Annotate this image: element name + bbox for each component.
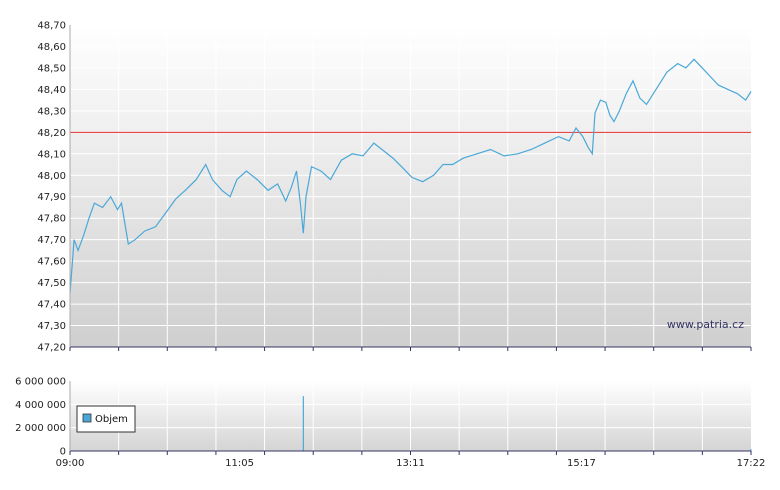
volume-y-axis: 0 2 000 000 4 000 000 6 000 000 <box>15 377 66 458</box>
price-y-tick-label: 47,80 <box>37 214 66 225</box>
x-tick-label: 13:11 <box>396 458 425 469</box>
price-panel: 47,20 47,30 47,40 47,50 47,60 47,70 47,80 47,90… <box>37 21 752 354</box>
legend-label: Objem <box>95 414 128 425</box>
price-line <box>69 58 752 294</box>
volume-y-tick-label: 6 000 000 <box>15 377 66 388</box>
price-y-tick-label: 47,50 <box>37 278 66 289</box>
volume-y-tick-label: 2 000 000 <box>15 423 66 434</box>
price-y-tick-label: 47,20 <box>37 343 66 354</box>
volume-y-tick-label: 0 <box>60 447 66 458</box>
volume-y-tick-label: 4 000 000 <box>15 400 66 411</box>
price-y-tick-label: 48,70 <box>37 21 66 32</box>
legend-swatch <box>82 413 92 423</box>
watermark: www.patria.cz <box>667 318 744 331</box>
legend: Objem <box>76 405 136 433</box>
price-y-tick-label: 48,00 <box>37 171 66 182</box>
volume-panel: 0 2 000 000 4 000 000 6 000 000 09:00 11:05 1… <box>15 377 765 470</box>
x-tick-label: 11:05 <box>225 458 254 469</box>
price-y-tick-label: 48,30 <box>37 106 66 117</box>
price-y-tick-label: 48,40 <box>37 85 66 96</box>
volume-bar <box>302 396 304 451</box>
price-y-axis: 47,20 47,30 47,40 47,50 47,60 47,70 47,80 47,90… <box>37 21 66 354</box>
x-tick-label: 17:22 <box>737 458 766 469</box>
price-y-tick-label: 47,30 <box>37 321 66 332</box>
x-tick-label: 09:00 <box>56 458 85 469</box>
price-y-tick-label: 48,10 <box>37 149 66 160</box>
volume-bar <box>750 449 752 451</box>
x-tick-label: 15:17 <box>567 458 596 469</box>
price-y-tick-label: 47,70 <box>37 235 66 246</box>
price-y-tick-label: 47,60 <box>37 257 66 268</box>
price-y-tick-label: 47,90 <box>37 192 66 203</box>
price-x-axis <box>69 347 752 351</box>
volume-x-axis: 09:00 11:05 13:11 15:17 17:22 <box>56 451 766 469</box>
price-y-tick-label: 48,60 <box>37 42 66 53</box>
price-y-tick-label: 48,50 <box>37 63 66 74</box>
price-y-tick-label: 47,40 <box>37 300 66 311</box>
price-y-tick-label: 48,20 <box>37 128 66 139</box>
